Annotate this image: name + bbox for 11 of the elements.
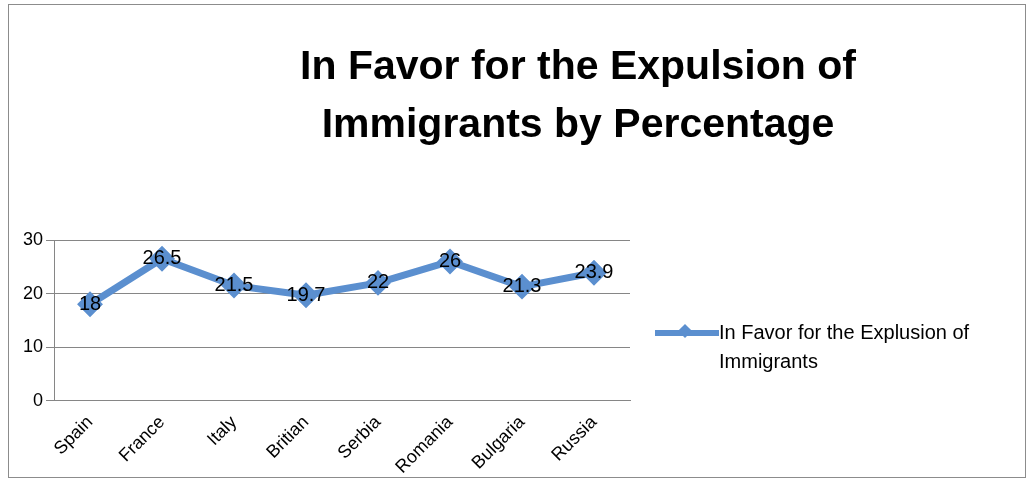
y-tick-label: 30 xyxy=(22,228,44,249)
data-label: 26 xyxy=(438,248,462,271)
data-label: 18 xyxy=(78,291,102,314)
legend-label: In Favor for the Explusion of Immigrants xyxy=(719,320,971,374)
y-tick-label: 20 xyxy=(22,282,44,303)
data-label: 22 xyxy=(366,270,390,293)
y-tick-label: 0 xyxy=(33,389,44,410)
x-tick-label: Italy xyxy=(202,411,241,450)
y-tick-label: 10 xyxy=(22,336,44,357)
chart-title: In Favor for the Expulsion of Immigrants by Percentage xyxy=(299,41,857,148)
data-label: 21.3 xyxy=(502,274,542,297)
